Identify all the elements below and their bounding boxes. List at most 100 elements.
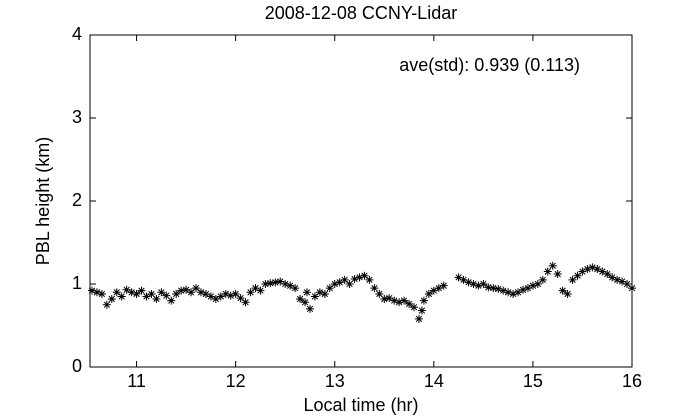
- point: [623, 280, 632, 288]
- point: [365, 275, 374, 284]
- point: [414, 314, 423, 323]
- point: [370, 284, 379, 293]
- point: [172, 289, 181, 298]
- point: [360, 271, 369, 280]
- point: [533, 280, 542, 288]
- point: [598, 267, 607, 276]
- point: [563, 289, 572, 298]
- point: [261, 280, 270, 288]
- point: [608, 273, 617, 282]
- point: [211, 294, 220, 303]
- point: [523, 284, 532, 293]
- point: [246, 288, 255, 297]
- point: [588, 263, 597, 272]
- point: [132, 289, 141, 298]
- point: [628, 284, 636, 293]
- point: [583, 265, 592, 274]
- point: [429, 286, 438, 295]
- point: [548, 261, 557, 270]
- point: [494, 284, 503, 293]
- point: [434, 284, 443, 293]
- point: [489, 284, 498, 293]
- point: [573, 271, 582, 280]
- point: [593, 265, 602, 274]
- point: [266, 279, 275, 288]
- point: [296, 294, 305, 303]
- point: [479, 280, 488, 288]
- point: [459, 275, 468, 284]
- point: [117, 292, 126, 301]
- point: [424, 289, 433, 298]
- point: [395, 298, 404, 307]
- point: [92, 288, 101, 297]
- point: [167, 296, 176, 305]
- point: [474, 281, 483, 290]
- point: [112, 288, 121, 297]
- point: [439, 281, 448, 290]
- x-tick-label: 15: [523, 371, 543, 391]
- point: [538, 275, 547, 284]
- point: [256, 286, 265, 295]
- point: [87, 286, 96, 295]
- point: [553, 270, 562, 279]
- point: [127, 288, 136, 297]
- point: [286, 281, 295, 290]
- point: [350, 275, 359, 284]
- point: [568, 275, 577, 284]
- y-tick-label: 0: [72, 356, 82, 376]
- y-axis-label: PBL height (km): [33, 137, 53, 265]
- point: [187, 288, 196, 297]
- point: [355, 273, 364, 282]
- point: [603, 270, 612, 279]
- point: [315, 288, 324, 297]
- point: [196, 288, 205, 297]
- point: [221, 289, 230, 298]
- point: [137, 286, 146, 295]
- point: [499, 286, 508, 295]
- point: [310, 292, 319, 301]
- y-tick-label: 3: [72, 107, 82, 127]
- point: [107, 294, 116, 303]
- point: [385, 294, 394, 303]
- point: [618, 277, 627, 286]
- point: [380, 294, 389, 303]
- point: [102, 300, 111, 309]
- point: [419, 296, 428, 305]
- point: [405, 299, 414, 308]
- point: [390, 296, 399, 305]
- chart-title: 2008-12-08 CCNY-Lidar: [265, 3, 457, 23]
- point: [122, 285, 131, 294]
- point: [201, 289, 210, 298]
- point: [291, 284, 300, 293]
- y-tick-label: 1: [72, 273, 82, 293]
- point: [509, 289, 518, 298]
- x-tick-label: 12: [226, 371, 246, 391]
- x-tick-label: 11: [127, 371, 146, 391]
- point: [528, 281, 537, 290]
- point: [410, 303, 419, 312]
- point: [320, 289, 329, 298]
- point: [147, 289, 156, 298]
- point: [484, 283, 493, 292]
- point: [504, 288, 513, 297]
- point: [226, 291, 235, 300]
- point: [192, 284, 201, 293]
- point: [251, 284, 260, 293]
- point: [177, 286, 186, 295]
- point: [276, 277, 285, 286]
- point: [206, 292, 215, 301]
- point: [417, 306, 426, 315]
- point: [182, 285, 191, 294]
- y-tick-label: 2: [72, 190, 82, 210]
- x-tick-label: 16: [622, 371, 642, 391]
- point: [325, 284, 334, 293]
- point: [543, 267, 552, 276]
- point: [142, 292, 151, 301]
- point: [335, 278, 344, 287]
- point: [152, 294, 161, 303]
- point: [613, 275, 622, 284]
- point: [578, 267, 587, 276]
- point: [400, 296, 409, 305]
